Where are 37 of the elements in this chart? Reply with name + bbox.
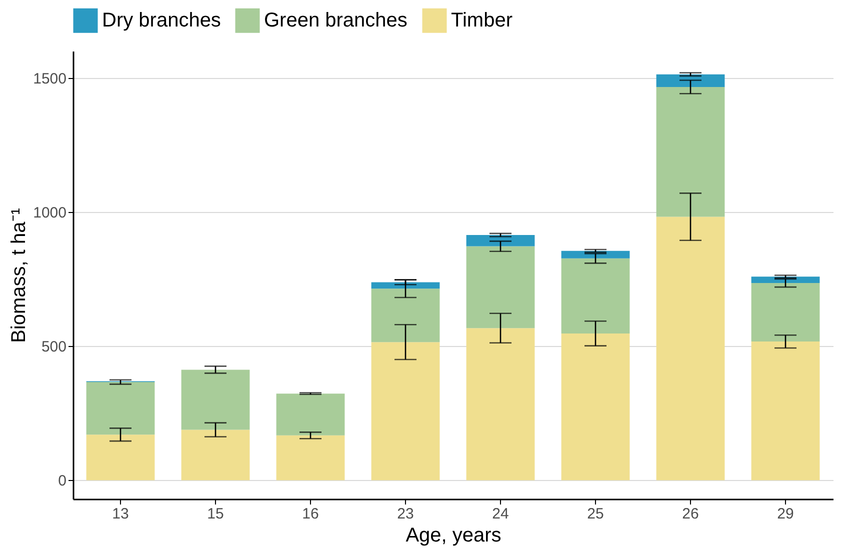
x-tick-label: 26 bbox=[682, 506, 699, 522]
y-tick-label: 1500 bbox=[33, 70, 66, 88]
bar bbox=[656, 74, 725, 87]
x-tick-label: 24 bbox=[492, 506, 509, 522]
bar bbox=[656, 216, 725, 480]
bar bbox=[276, 435, 345, 480]
bar bbox=[751, 342, 820, 480]
x-axis-title: Age, years bbox=[406, 524, 502, 546]
y-tick-label: 500 bbox=[41, 338, 66, 356]
bar bbox=[466, 246, 535, 328]
bar bbox=[656, 86, 725, 217]
bar bbox=[181, 430, 250, 480]
bar bbox=[561, 333, 630, 480]
bar bbox=[86, 434, 155, 480]
y-axis-title: Biomass, t ha⁻¹ bbox=[8, 208, 30, 343]
legend-label: Dry branches bbox=[102, 10, 221, 32]
x-tick-label: 15 bbox=[207, 506, 224, 522]
bar bbox=[466, 328, 535, 480]
bar bbox=[276, 394, 345, 436]
legend-label: Timber bbox=[451, 10, 513, 32]
x-tick-label: 23 bbox=[397, 506, 414, 522]
bar bbox=[561, 258, 630, 334]
x-tick-label: 25 bbox=[587, 506, 604, 522]
bar bbox=[371, 288, 440, 342]
x-tick-label: 16 bbox=[302, 506, 319, 522]
x-tick-label: 29 bbox=[777, 506, 794, 522]
bar bbox=[181, 370, 250, 430]
bar bbox=[751, 283, 820, 342]
bar bbox=[466, 235, 535, 246]
legend-label: Green branches bbox=[264, 10, 408, 32]
bar bbox=[751, 276, 820, 284]
bar bbox=[371, 342, 440, 480]
y-tick-label: 0 bbox=[58, 472, 66, 490]
x-tick-label: 13 bbox=[112, 506, 129, 522]
bar bbox=[86, 382, 155, 435]
y-tick-label: 1000 bbox=[33, 204, 66, 222]
bar bbox=[371, 282, 440, 289]
